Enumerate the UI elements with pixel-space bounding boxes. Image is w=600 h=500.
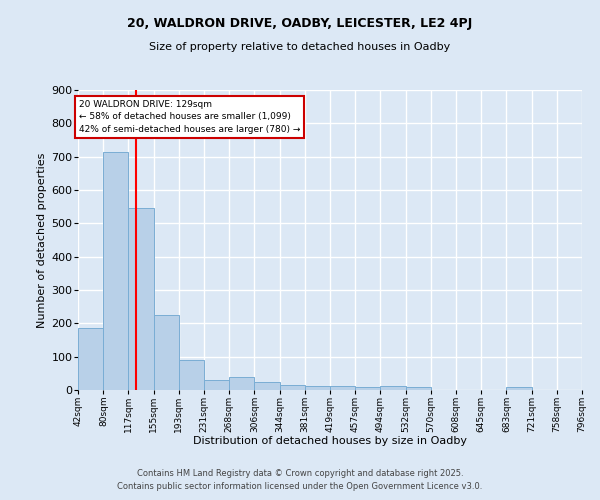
Bar xyxy=(305,386,330,390)
Text: Contains public sector information licensed under the Open Government Licence v3: Contains public sector information licen… xyxy=(118,482,482,491)
Bar xyxy=(330,386,355,390)
Text: Contains HM Land Registry data © Crown copyright and database right 2025.: Contains HM Land Registry data © Crown c… xyxy=(137,468,463,477)
Bar xyxy=(154,315,179,390)
Text: Size of property relative to detached houses in Oadby: Size of property relative to detached ho… xyxy=(149,42,451,52)
Bar xyxy=(506,386,532,390)
Bar xyxy=(103,152,128,390)
Bar xyxy=(406,386,431,390)
Y-axis label: Number of detached properties: Number of detached properties xyxy=(37,152,47,328)
Bar xyxy=(380,386,406,390)
Text: 20 WALDRON DRIVE: 129sqm
← 58% of detached houses are smaller (1,099)
42% of sem: 20 WALDRON DRIVE: 129sqm ← 58% of detach… xyxy=(79,100,300,134)
X-axis label: Distribution of detached houses by size in Oadby: Distribution of detached houses by size … xyxy=(193,436,467,446)
Bar xyxy=(254,382,280,390)
Bar xyxy=(205,380,229,390)
Bar xyxy=(280,385,305,390)
Bar xyxy=(179,360,205,390)
Bar xyxy=(229,376,254,390)
Bar xyxy=(355,388,380,390)
Bar xyxy=(128,208,154,390)
Text: 20, WALDRON DRIVE, OADBY, LEICESTER, LE2 4PJ: 20, WALDRON DRIVE, OADBY, LEICESTER, LE2… xyxy=(127,18,473,30)
Bar xyxy=(78,328,103,390)
